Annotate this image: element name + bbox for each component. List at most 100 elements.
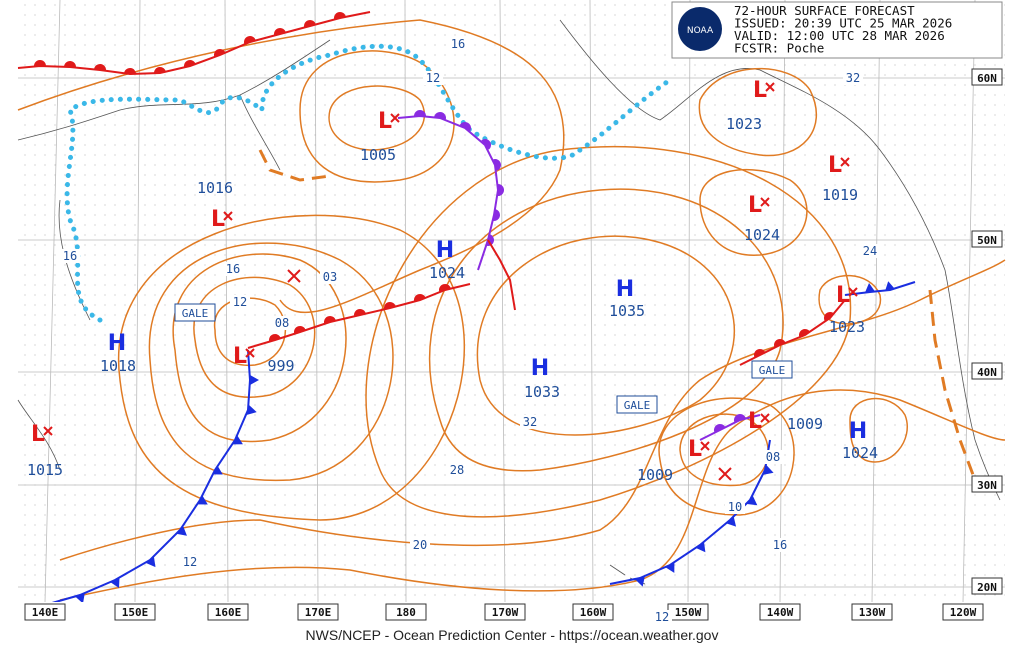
low-symbol: L xyxy=(748,409,762,434)
lat-label-box xyxy=(971,577,1003,595)
lon-label: 140W xyxy=(767,606,794,619)
low-x xyxy=(390,113,400,123)
isobar-label-bg xyxy=(860,244,880,258)
gale-label: GALE xyxy=(624,399,651,412)
low-x xyxy=(760,413,770,423)
pressure-label: 1019 xyxy=(822,186,858,204)
high-symbol: H xyxy=(616,277,634,302)
header-frame xyxy=(671,1,1003,59)
isobar-label: 32 xyxy=(523,415,537,429)
lat-label: 20N xyxy=(977,581,997,594)
logo-text: NOAA xyxy=(687,26,714,36)
pressure-label: 1005 xyxy=(360,146,396,164)
isobar-label: 20 xyxy=(413,538,427,552)
isobar-label: 10 xyxy=(728,500,742,514)
isobar-label-bg xyxy=(272,316,292,330)
pressure-label: 999 xyxy=(267,357,294,375)
lon-label-box xyxy=(24,603,66,621)
isobar-label: 12 xyxy=(183,555,197,569)
isobar-label-bg xyxy=(223,262,243,276)
isobar-label-bg xyxy=(230,295,250,309)
gale-box xyxy=(174,303,216,322)
lon-label-box xyxy=(759,603,801,621)
isobar-label: 32 xyxy=(846,71,860,85)
low-symbol: L xyxy=(31,422,45,447)
header-line: 72-HOUR SURFACE FORECAST xyxy=(734,3,915,18)
lon-label: 160W xyxy=(580,606,607,619)
isobar-label-bg xyxy=(60,249,80,263)
lon-label-box xyxy=(484,603,526,621)
high-symbol: H xyxy=(108,331,126,356)
low-symbol: L xyxy=(748,193,762,218)
low-symbol: L xyxy=(688,437,702,462)
header-line: FCSTR: Poche xyxy=(734,41,824,56)
lon-label: 140E xyxy=(32,606,59,619)
lat-label-box xyxy=(971,362,1003,380)
pressure-label: 1009 xyxy=(787,415,823,433)
lon-label-box xyxy=(297,603,339,621)
isobar-label: 28 xyxy=(450,463,464,477)
lon-label: 120W xyxy=(950,606,977,619)
lon-label: 160E xyxy=(215,606,242,619)
pressure-label: 1035 xyxy=(609,302,645,320)
high-symbol: H xyxy=(531,356,549,381)
pressure-label: 1024 xyxy=(842,444,878,462)
isobar-label-bg xyxy=(180,555,200,569)
isobar-label-bg xyxy=(652,610,672,624)
lat-label: 60N xyxy=(977,72,997,85)
pressure-label: 1024 xyxy=(744,226,780,244)
lon-label-box xyxy=(385,603,427,621)
header-line: ISSUED: 20:39 UTC 25 MAR 2026 xyxy=(734,16,952,31)
lon-label: 170W xyxy=(492,606,519,619)
low-symbol: L xyxy=(836,283,850,308)
lat-label: 50N xyxy=(977,234,997,247)
pressure-label: 1016 xyxy=(197,179,233,197)
lat-label: 30N xyxy=(977,479,997,492)
isobar-label: 16 xyxy=(63,249,77,263)
gale-label: GALE xyxy=(759,364,786,377)
center-x xyxy=(287,269,732,481)
isobar-label-bg xyxy=(448,37,468,51)
lon-label-box xyxy=(572,603,614,621)
high-symbol: H xyxy=(849,419,867,444)
low-x xyxy=(43,426,53,436)
isobar-label: 16 xyxy=(451,37,465,51)
lat-label-box xyxy=(971,230,1003,248)
map-area xyxy=(18,0,1005,602)
gale-label: GALE xyxy=(182,307,209,320)
header-box: NOAA xyxy=(671,1,1003,59)
gale-box xyxy=(751,360,793,379)
low-x xyxy=(848,287,858,297)
lon-label: 150E xyxy=(122,606,149,619)
high-symbol: H xyxy=(436,238,454,263)
low-x xyxy=(765,82,775,92)
low-symbol: L xyxy=(828,153,842,178)
lon-label-box xyxy=(114,603,156,621)
lat-label-box xyxy=(971,68,1003,86)
isobar-label: 08 xyxy=(766,450,780,464)
low-x xyxy=(245,348,255,358)
fronts xyxy=(17,11,977,606)
pressure-label: 1009 xyxy=(637,466,673,484)
isobar-label: 24 xyxy=(863,244,877,258)
header-line: VALID: 12:00 UTC 28 MAR 2026 xyxy=(734,28,945,43)
isobar-label-bg xyxy=(410,538,430,552)
gale-box xyxy=(616,395,658,414)
lat-label: 40N xyxy=(977,366,997,379)
low-x xyxy=(223,211,233,221)
lon-label: 150W xyxy=(675,606,702,619)
isobar-label-bg xyxy=(725,500,745,514)
isobar-label-bg xyxy=(843,71,863,85)
low-x xyxy=(760,197,770,207)
lon-label-box xyxy=(851,603,893,621)
low-symbol: L xyxy=(378,109,392,134)
pressure-label: 1018 xyxy=(100,357,136,375)
lon-label-box xyxy=(942,603,984,621)
low-symbol: L xyxy=(753,78,767,103)
low-symbol: L xyxy=(233,344,247,369)
pressure-label: 1033 xyxy=(524,383,560,401)
isobar-label: 03 xyxy=(323,270,337,284)
isobar-label-bg xyxy=(447,463,467,477)
isobar-label: 08 xyxy=(275,316,289,330)
